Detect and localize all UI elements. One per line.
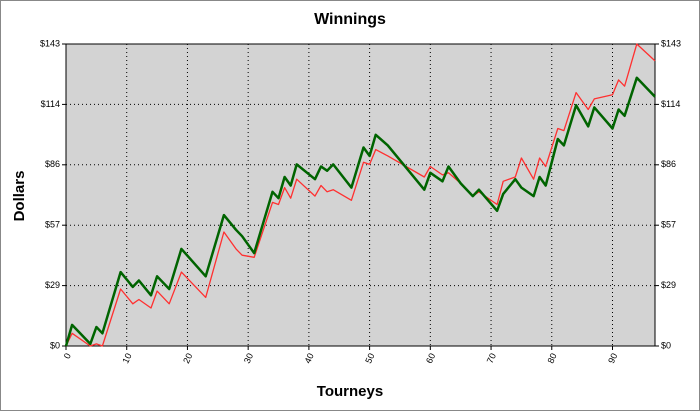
x-tick-label: 50 <box>363 352 376 365</box>
y-tick-label: $0 <box>50 340 60 350</box>
x-axis-title: Tourneys <box>317 383 383 400</box>
y-tick-label: $29 <box>45 280 60 290</box>
y2-tick-label: $86 <box>661 159 676 169</box>
series-line <box>64 76 656 347</box>
y2-tick-label: $29 <box>661 280 676 290</box>
series-line <box>65 43 656 347</box>
plot-area <box>65 43 656 347</box>
x-tick-label: 0 <box>62 352 73 361</box>
y2-tick-label: $0 <box>661 340 671 350</box>
y-tick-label: $114 <box>41 99 60 109</box>
y2-tick-label: $143 <box>661 38 681 48</box>
x-tick-label: 80 <box>545 352 558 365</box>
x-tick-label: 10 <box>120 352 133 365</box>
chart-title: Winnings <box>314 11 386 28</box>
x-tick-label: 30 <box>242 352 255 365</box>
x-tick-label: 20 <box>181 352 194 365</box>
y2-tick-label: $114 <box>661 99 680 109</box>
y-tick-label: $57 <box>45 220 60 230</box>
x-tick-label: 40 <box>303 352 316 365</box>
y2-tick-label: $57 <box>661 220 676 230</box>
y-tick-label: $86 <box>45 159 60 169</box>
x-tick-label: 90 <box>606 352 619 365</box>
y-axis-title: Dollars <box>11 171 28 222</box>
y-tick-label: $143 <box>40 38 60 48</box>
x-tick-label: 70 <box>485 352 498 365</box>
x-tick-label: 60 <box>424 352 437 365</box>
